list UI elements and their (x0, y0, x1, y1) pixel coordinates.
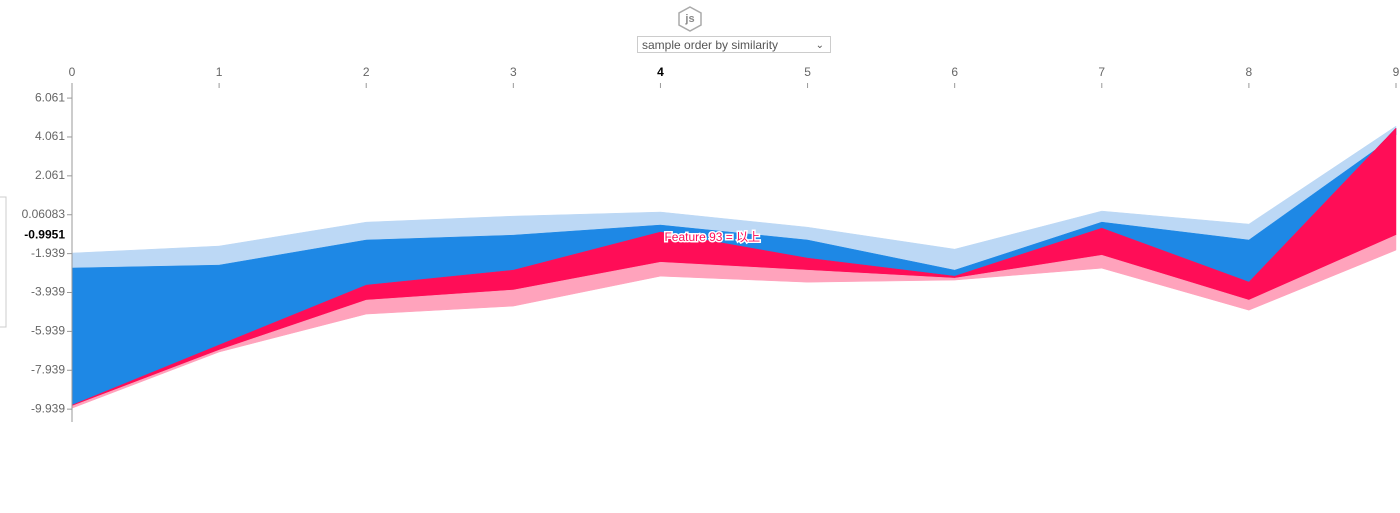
area-band (71, 234, 1397, 409)
sort-select[interactable]: sample order by similarity ⌄ (637, 36, 831, 53)
x-tick-label: 3 (510, 65, 517, 79)
dropdown-arrow: ⌄ (815, 40, 824, 51)
x-tick-label: 1 (216, 65, 223, 79)
x-tick-label: 6 (951, 65, 958, 79)
logo-hexagon (678, 6, 702, 32)
logo: js (684, 13, 694, 25)
y-tick-label: -9.939 (31, 401, 65, 415)
base-value-label: -0.9951 (24, 227, 65, 241)
x-tick-label: 4 (657, 65, 664, 79)
annotation: Feature 93 = 以上 (664, 230, 760, 244)
y-tick-label: 4.061 (35, 129, 65, 143)
x-tick-label: 7 (1098, 65, 1105, 79)
x-tick-label: 5 (804, 65, 811, 79)
x-tick-label: 9 (1393, 65, 1400, 79)
y-tick-label: 2.061 (35, 168, 65, 182)
y-tick-label: -5.939 (31, 324, 65, 338)
side-select[interactable] (0, 196, 7, 328)
x-tick-label: 0 (69, 65, 76, 79)
x-tick-label: 8 (1246, 65, 1253, 79)
y-tick-label: -7.939 (31, 362, 65, 376)
sort-select-text: sample order by similarity (642, 38, 779, 52)
y-tick-label: 6.061 (35, 90, 65, 104)
y-tick-label: -3.939 (31, 285, 65, 299)
x-tick-label: 2 (363, 65, 370, 79)
y-tick-label: -1.939 (31, 246, 65, 260)
y-tick-label: 0.06083 (22, 207, 66, 221)
